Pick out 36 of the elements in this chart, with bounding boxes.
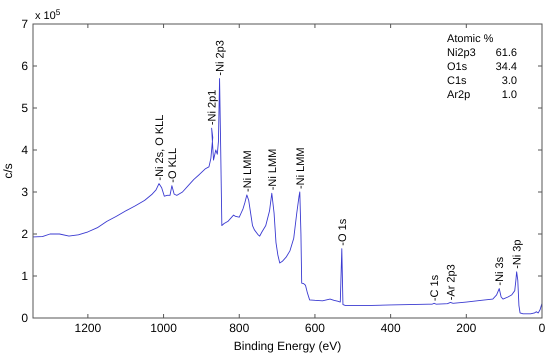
annotation: -Ni 2p3 (214, 40, 227, 76)
annotation: -Ar 2p3 (445, 264, 458, 300)
text: O1s 34.4 (447, 61, 517, 73)
y-tick-label: 2 (21, 227, 28, 241)
x-tick-label: 400 (380, 321, 401, 335)
y-tick-label: 4 (21, 143, 28, 157)
line-series (32, 78, 542, 314)
annotation: -Ni 2p1 (206, 90, 219, 126)
x-axis-title: Binding Energy (eV) (234, 339, 342, 353)
annotation: -Ni LMM (294, 147, 307, 189)
annotation: Atomic % (447, 33, 494, 45)
x-tick-label: 0 (538, 321, 546, 335)
annotation: -O KLL (166, 148, 179, 183)
x-tick-label: 1000 (150, 321, 178, 335)
text: C1s 3.0 (447, 75, 517, 87)
y-tick-label: 3 (21, 185, 28, 199)
y-tick-label: 1 (21, 269, 28, 283)
x-tick-label: 1200 (74, 321, 102, 335)
y-tick-label: 6 (21, 59, 28, 73)
annotation: -C 1s (429, 274, 442, 302)
annotation: -Ni 2s, O KLL (154, 114, 166, 181)
text: Ar2p 1.0 (447, 89, 517, 101)
annotation: -Ni 3p (512, 239, 524, 269)
annotation: -Ni LMM (242, 150, 254, 192)
y-tick-label: 0 (21, 311, 28, 325)
text: x 10$^{5}$ (35, 8, 61, 22)
annotation: -Ni LMM (266, 148, 279, 190)
y-tick-label: 5 (21, 101, 28, 115)
x-tick-label: 200 (456, 321, 477, 335)
annotation: -O 1s (336, 218, 349, 246)
text: Ni2p3 61.6 (447, 47, 517, 59)
x-tick-label: 600 (304, 321, 326, 335)
x-tick-label: 800 (229, 321, 250, 335)
y-axis-title: c/s (1, 163, 15, 179)
y-tick-label: 7 (21, 17, 28, 31)
annotation: -Ni 3s (494, 256, 506, 286)
